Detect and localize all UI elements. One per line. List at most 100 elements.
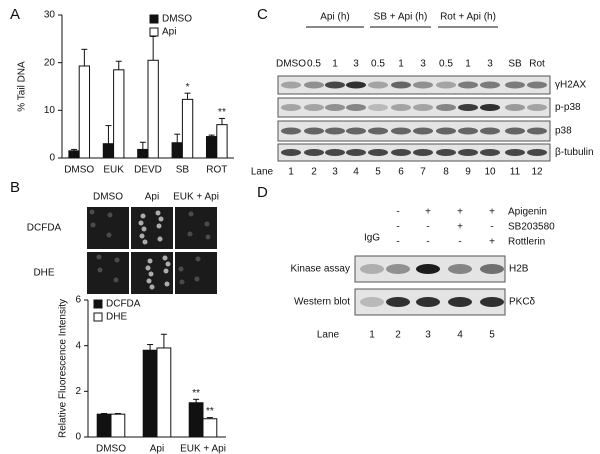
cell	[164, 281, 170, 287]
error-bar	[81, 48, 88, 67]
treatment-sign: -	[426, 222, 429, 233]
error-bar	[218, 117, 225, 125]
treatment-label: Rottlerin	[508, 237, 545, 248]
band	[281, 149, 301, 156]
treatment-sign: -	[396, 237, 399, 248]
band	[436, 104, 456, 111]
y-tick-label: 30	[44, 10, 56, 21]
x-tick-label: DMSO	[64, 165, 94, 176]
lane-number: 1	[288, 167, 294, 178]
bar	[68, 150, 80, 159]
legend-label: DCFDA	[106, 299, 141, 310]
error-bar	[150, 35, 157, 61]
column-label: DMSO	[276, 59, 306, 70]
band	[413, 81, 433, 89]
x-tick-label: EUK	[103, 165, 124, 176]
error-bar	[160, 333, 167, 348]
lane-number: 4	[457, 330, 463, 341]
assay-label: Western blot	[294, 297, 350, 308]
group-label: Api (h)	[320, 12, 349, 23]
bar	[96, 413, 112, 438]
band	[391, 127, 411, 135]
error-bar	[206, 417, 213, 419]
treatment-sign: -	[426, 237, 429, 248]
x-tick-label: Api	[150, 444, 164, 454]
lane-number: 11	[510, 167, 521, 178]
x-tick-label: DEVD	[134, 165, 162, 176]
row-label: p-p38	[555, 102, 581, 113]
band	[527, 104, 547, 111]
treatment-sign: +	[457, 222, 463, 233]
band	[346, 127, 366, 135]
lane-number: 7	[420, 167, 426, 178]
panel-label: C	[257, 6, 268, 23]
y-tick-label: 4	[75, 340, 81, 351]
band	[505, 104, 525, 111]
cell	[194, 276, 200, 282]
cell	[97, 267, 103, 273]
cell	[139, 233, 145, 239]
column-label: 3	[420, 59, 426, 70]
cell	[149, 284, 155, 290]
treatment-label: Apigenin	[508, 207, 547, 218]
lane-number: 5	[375, 167, 381, 178]
lane-label: Lane	[251, 167, 274, 178]
target-label: PKCδ	[509, 297, 536, 308]
band	[505, 149, 525, 156]
legend-label: DMSO	[162, 14, 192, 25]
lane-number: 4	[353, 167, 359, 178]
column-label: 0.5	[371, 59, 385, 70]
band	[281, 104, 301, 111]
treatment-sign: +	[425, 207, 431, 218]
band	[325, 81, 345, 89]
bar	[137, 148, 149, 159]
band	[416, 264, 440, 274]
cell	[113, 277, 119, 283]
y-tick-label: 10	[44, 105, 56, 116]
panel-label: D	[257, 184, 268, 201]
panel-label: B	[10, 179, 20, 196]
panel-label: A	[10, 6, 20, 23]
x-tick-label: SB	[176, 165, 190, 176]
y-tick-label: 0	[49, 153, 55, 164]
band	[527, 149, 547, 156]
row-label: p38	[555, 126, 572, 137]
micrograph	[175, 252, 217, 294]
band	[368, 149, 388, 156]
cell	[148, 271, 154, 277]
blot	[277, 97, 551, 118]
band	[304, 104, 324, 111]
significance: *	[186, 82, 190, 93]
column-label: 3	[487, 59, 493, 70]
lane-number: 12	[531, 167, 543, 178]
band	[346, 81, 366, 89]
significance: **	[206, 406, 214, 417]
band	[458, 104, 478, 111]
cell	[140, 213, 146, 219]
bar	[156, 347, 172, 438]
cell	[162, 255, 168, 261]
lane-number: 2	[395, 330, 401, 341]
legend-swatch	[93, 299, 103, 309]
column-label: 0.5	[439, 59, 453, 70]
cell	[96, 254, 102, 260]
band	[505, 127, 525, 135]
band	[325, 104, 345, 111]
y-axis-label: % Tail DNA	[17, 61, 28, 112]
cell	[157, 236, 163, 242]
cell	[107, 212, 113, 218]
cell	[188, 211, 194, 217]
band	[480, 264, 504, 274]
band	[368, 104, 388, 111]
band	[304, 81, 324, 89]
column-label: 1	[332, 59, 338, 70]
band	[346, 104, 366, 111]
row-label: DCFDA	[27, 223, 62, 234]
band	[346, 149, 366, 156]
cell	[106, 232, 112, 238]
legend-label: Api	[162, 27, 176, 38]
treatment-sign: +	[489, 207, 495, 218]
lane-number: 5	[489, 330, 495, 341]
band	[368, 81, 388, 89]
band	[458, 81, 478, 89]
